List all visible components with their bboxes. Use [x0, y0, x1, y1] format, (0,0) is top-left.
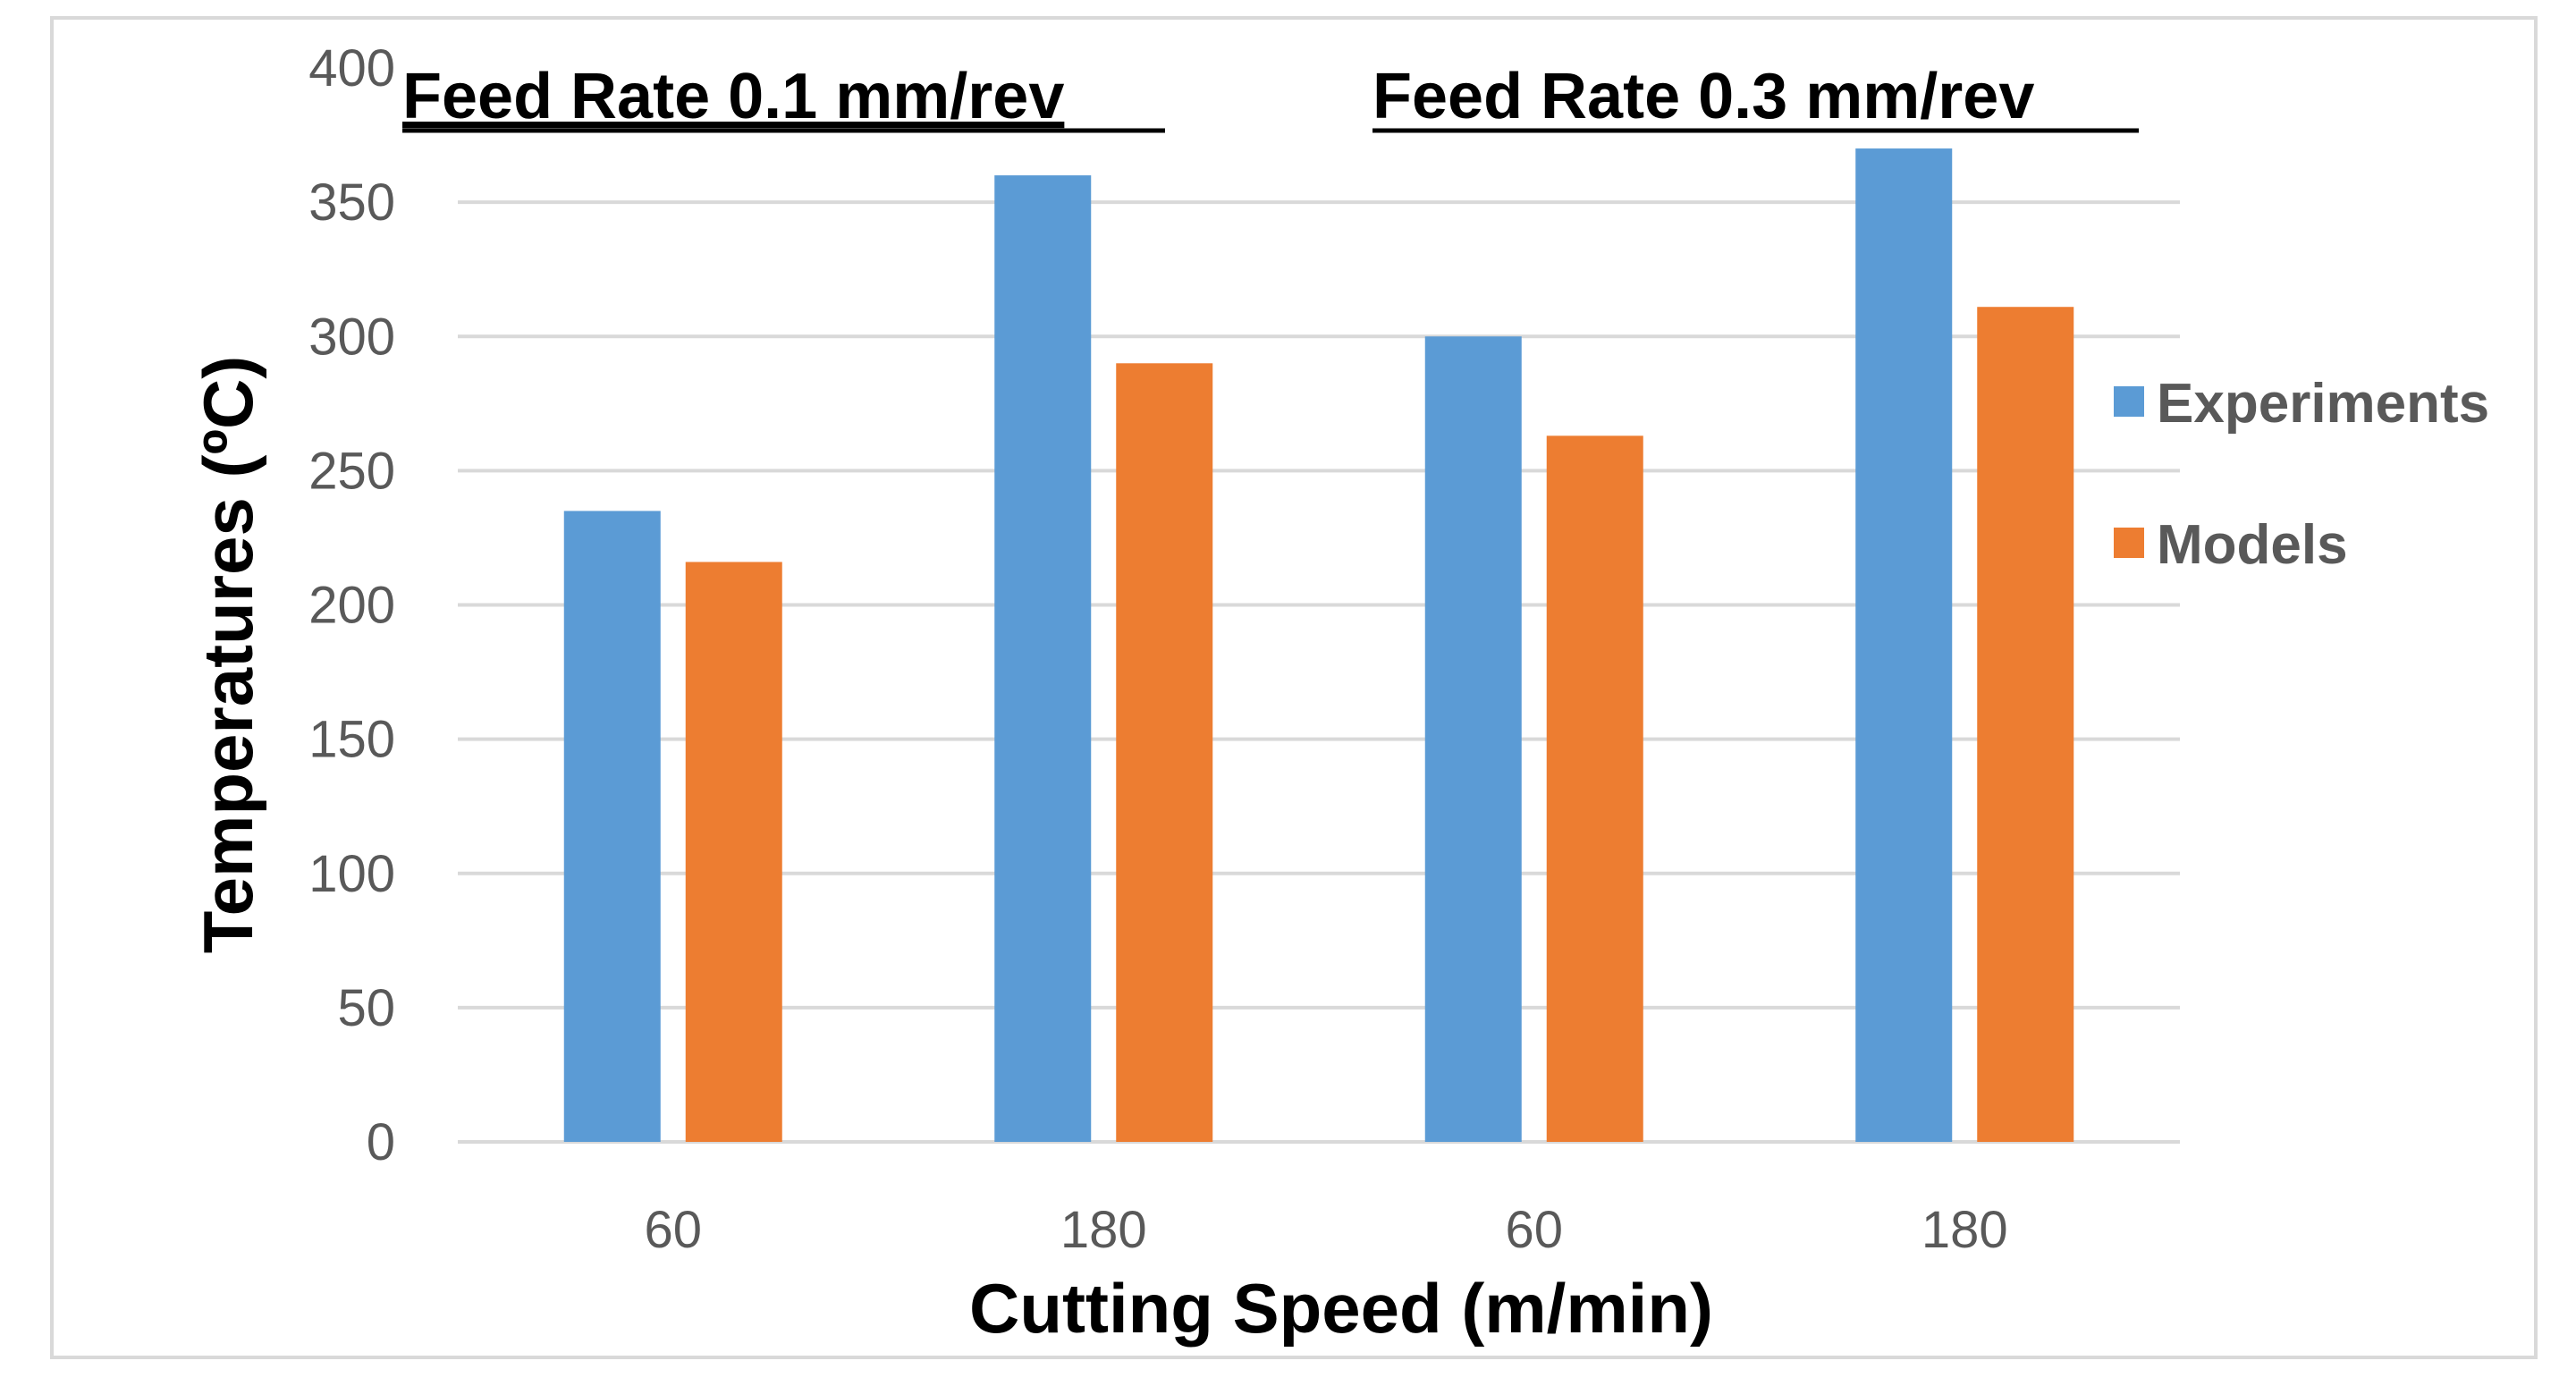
y-tick-label: 250: [308, 442, 395, 500]
bar-experiments: [994, 175, 1092, 1143]
x-tick-label: 60: [644, 1201, 702, 1259]
bars: [563, 148, 2074, 1143]
y-tick-label: 50: [337, 979, 395, 1037]
y-tick-label: 350: [308, 173, 395, 232]
bar-models: [1977, 307, 2074, 1142]
legend-label-models: Models: [2157, 514, 2348, 576]
bar-experiments: [1424, 336, 1522, 1142]
legend: Experiments Models: [2114, 373, 2489, 576]
y-tick-labels: 0 50 100 150 200 250 300 350 400: [308, 39, 395, 1171]
y-tick-label: 100: [308, 845, 395, 903]
group-title-feed-0-1: Feed Rate 0.1 mm/rev: [402, 61, 1064, 132]
y-tick-label: 0: [367, 1113, 395, 1171]
y-tick-label: 300: [308, 308, 395, 366]
legend-swatch-models: [2114, 528, 2144, 558]
bar-experiments: [563, 511, 661, 1142]
y-tick-label: 150: [308, 711, 395, 769]
x-axis-title: Cutting Speed (m/min): [969, 1269, 1713, 1348]
bar-models: [1546, 435, 1643, 1142]
x-tick-label: 180: [1060, 1201, 1147, 1259]
y-tick-label: 400: [308, 39, 395, 97]
x-tick-labels: 60 180 60 180: [644, 1201, 2007, 1259]
bar-models: [685, 562, 782, 1142]
legend-label-experiments: Experiments: [2157, 373, 2489, 435]
legend-swatch-experiments: [2114, 386, 2144, 417]
bar-experiments: [1855, 148, 1953, 1143]
y-axis-title: Temperatures (ºC): [189, 356, 267, 954]
group-title-feed-0-3: Feed Rate 0.3 mm/rev: [1372, 61, 2034, 132]
bar-models: [1116, 363, 1213, 1142]
x-tick-label: 180: [1921, 1201, 2008, 1259]
chart-frame: [50, 16, 2538, 1359]
y-tick-label: 200: [308, 577, 395, 635]
x-tick-label: 60: [1505, 1201, 1563, 1259]
